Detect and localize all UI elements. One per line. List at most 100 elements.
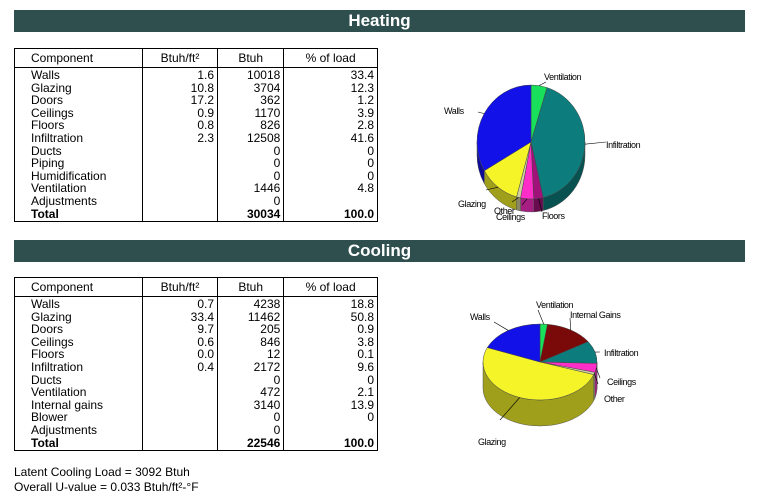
value-cell: 100.0	[283, 207, 378, 222]
value-cell: 0	[217, 145, 285, 159]
leader-line	[493, 321, 509, 331]
pie-label: Ventilation	[544, 72, 582, 82]
table-row: Piping 0 0	[14, 157, 378, 171]
component-cell: Floors	[14, 120, 143, 133]
value-cell	[142, 424, 219, 438]
value-cell	[142, 412, 219, 425]
pie-label: Infiltration	[606, 140, 641, 150]
table-row: Floors 0.0 12 0.1	[14, 349, 378, 362]
value-cell	[142, 183, 219, 196]
value-cell	[142, 145, 219, 159]
value-cell: 3.8	[283, 336, 378, 350]
table-row: Doors 9.7 205 0.9	[14, 323, 378, 337]
value-cell: 0.9	[283, 323, 378, 337]
value-cell: 22546	[217, 436, 285, 451]
value-cell: 9.6	[283, 361, 378, 375]
value-cell: 0	[217, 374, 285, 388]
component-cell: Ceilings	[14, 107, 143, 121]
leader-line	[538, 198, 543, 213]
pie-slice	[486, 323, 541, 363]
component-cell: Glazing	[14, 311, 143, 325]
pie-label: Glazing	[478, 437, 506, 447]
table-row: Ceilings 0.6 846 3.8	[14, 336, 378, 350]
component-cell: Total	[14, 436, 143, 451]
value-cell: 0	[217, 170, 285, 184]
value-cell: 0.9	[142, 107, 219, 121]
value-cell: 41.6	[283, 132, 378, 146]
value-cell: 50.8	[283, 311, 378, 325]
pie-label: Floors	[542, 211, 566, 221]
leader-line	[477, 111, 485, 114]
leader-line	[511, 197, 519, 203]
value-cell: 0.8	[142, 120, 219, 133]
table-row: Infiltration 0.4 2172 9.6	[14, 361, 378, 375]
pie-label: Ventilation	[536, 300, 574, 310]
leader-line	[594, 373, 599, 385]
component-cell: Ducts	[14, 145, 143, 159]
value-cell: 13.9	[283, 399, 378, 413]
value-cell	[283, 195, 378, 209]
overall-u-value: Overall U-value = 0.033 Btuh/ft²-°F	[14, 480, 199, 494]
table-row: Adjustments 0	[14, 195, 378, 209]
value-cell: 9.7	[142, 323, 219, 337]
column-header: Btuh	[217, 48, 285, 68]
pie-label: Walls	[444, 106, 465, 116]
table-row: Ceilings 0.9 1170 3.9	[14, 107, 378, 121]
leader-line	[584, 141, 607, 145]
component-cell: Ventilation	[14, 183, 143, 196]
value-cell: 12.3	[283, 82, 378, 96]
heating-pie-chart: Ventilation Infiltration Floors CeilingsOth…	[444, 72, 641, 222]
pie-slice-side	[516, 196, 521, 212]
value-cell	[283, 424, 378, 438]
value-cell	[142, 437, 219, 451]
leader-line	[499, 397, 520, 421]
table-row: Adjustments 0	[14, 424, 378, 438]
value-cell: 3704	[217, 82, 285, 96]
component-cell: Blower	[14, 412, 143, 425]
column-header: Btuh/ft²	[142, 277, 219, 297]
leader-line	[538, 81, 547, 86]
value-cell: 205	[217, 323, 285, 337]
cooling-title: Cooling	[14, 240, 745, 262]
component-cell: Internal gains	[14, 399, 143, 413]
leader-line	[569, 317, 571, 330]
value-cell: 0	[217, 157, 285, 171]
value-cell: 4238	[217, 296, 285, 312]
value-cell: 18.8	[283, 296, 378, 312]
cooling-table: Component Btuh/ft² Btuh% of load Walls 0.7 42…	[14, 277, 378, 452]
total-row: Total 22546 100.0	[14, 436, 378, 451]
component-cell: Total	[14, 207, 143, 222]
component-cell: Infiltration	[14, 132, 143, 146]
value-cell: 12	[217, 349, 285, 362]
total-row: Total 30034 100.0	[14, 207, 378, 222]
column-header: Btuh	[217, 277, 285, 297]
value-cell: 0	[217, 195, 285, 209]
table-row: Ventilation 1446 4.8	[14, 183, 378, 196]
value-cell: 0	[283, 157, 378, 171]
table-row: Humidification 0 0	[14, 170, 378, 184]
component-cell: Humidification	[14, 170, 143, 184]
value-cell: 0.0	[142, 349, 219, 362]
value-cell: 0	[283, 170, 378, 184]
table-row: Glazing 10.8 3704 12.3	[14, 82, 378, 96]
pie-label: Ceilings	[607, 377, 637, 387]
leader-line	[537, 309, 545, 325]
value-cell: 2.8	[283, 120, 378, 133]
value-cell: 0.1	[283, 349, 378, 362]
column-header: Component	[14, 277, 143, 297]
component-cell: Ducts	[14, 374, 143, 388]
pie-label: Walls	[470, 312, 491, 322]
table-row: Internal gains 3140 13.9	[14, 399, 378, 413]
pie-label: Internal Gains	[570, 310, 621, 320]
value-cell: 3140	[217, 399, 285, 413]
value-cell: 0.4	[142, 361, 219, 375]
value-cell: 846	[217, 336, 285, 350]
component-cell: Doors	[14, 323, 143, 337]
value-cell	[142, 374, 219, 388]
value-cell: 0.6	[142, 336, 219, 350]
component-cell: Infiltration	[14, 361, 143, 375]
value-cell: 1446	[217, 183, 285, 196]
component-cell: Floors	[14, 349, 143, 362]
value-cell: 1170	[217, 107, 285, 121]
value-cell: 826	[217, 120, 285, 133]
